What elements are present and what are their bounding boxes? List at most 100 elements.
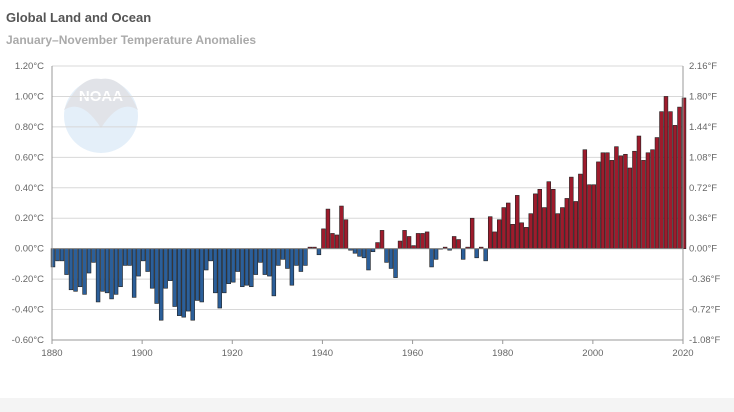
bar-2016 [663,96,669,249]
bar-1992 [555,213,561,249]
x-tick-label: 1980 [492,348,513,359]
chart-title: Global Land and Ocean [6,10,152,25]
bar-1892 [104,248,110,294]
bar-1907 [172,248,177,307]
y-tick-label: 0.80°C [15,122,44,133]
bar-1906 [167,248,173,281]
bar-1914 [204,248,209,271]
bar-1943 [334,234,340,249]
bar-2017 [668,111,673,249]
bar-1980 [501,207,506,249]
y2-tick-label: -1.08°F [689,335,720,346]
bar-2006 [618,155,624,249]
y-tick-label: 1.00°C [15,91,44,102]
y2-tick-label: 2.16°F [689,61,717,72]
bar-2015 [659,111,664,249]
bar-1961 [415,233,421,249]
bar-1963 [424,231,430,249]
bar-1917 [217,248,222,309]
bar-1885 [73,248,78,292]
bar-1990 [546,181,551,249]
bar-1989 [542,207,547,249]
bar-1994 [564,198,570,249]
x-tick-label: 1900 [132,348,153,359]
bar-1934 [294,248,299,266]
chart-subtitle: January–November Temperature Anomalies [6,33,257,47]
bar-1947 [352,248,358,254]
bar-1981 [506,202,511,249]
x-tick-label: 1920 [222,348,243,359]
bar-1898 [131,248,137,298]
y-tick-label: 0.40°C [15,183,44,194]
bar-1991 [551,189,556,249]
bar-2004 [609,160,615,249]
bar-1979 [497,219,502,249]
footer-band [0,398,734,412]
bar-1970 [456,239,461,249]
bar-1883 [64,248,69,275]
bar-1887 [82,248,87,295]
bar-1993 [560,207,565,249]
y2-tick-label: 0.36°F [689,213,717,224]
bar-1954 [384,248,389,263]
bar-1919 [226,248,231,284]
bar-1977 [487,216,493,249]
bar-1950 [366,248,371,271]
y2-tick-label: 1.08°F [689,152,717,163]
x-tick-label: 1940 [312,348,333,359]
bar-1995 [569,176,574,249]
bar-1936 [303,248,308,266]
bar-1974 [474,248,479,259]
bar-1884 [68,248,74,291]
bar-1929 [271,248,277,297]
bar-2020 [681,97,687,249]
y-tick-label: 0.20°C [15,213,44,224]
y-tick-label: 0.00°C [15,244,44,255]
bar-1978 [492,231,497,249]
y2-tick-label: 1.44°F [689,122,717,133]
y-tick-label: 1.20°C [15,61,44,72]
bar-1965 [433,248,439,260]
bar-1997 [578,173,583,249]
bar-1983 [515,195,520,249]
bar-1881 [55,248,60,262]
bar-1910 [186,248,191,312]
bar-1908 [176,248,182,316]
x-tick-label: 1960 [402,348,423,359]
x-tick-label: 1880 [41,348,62,359]
bar-2008 [627,167,633,249]
bar-2003 [605,152,610,249]
bar-1935 [298,248,304,272]
bar-1930 [276,248,281,266]
y2-tick-label: -0.36°F [689,274,720,285]
bar-1889 [91,248,96,263]
noaa-logo: NOAA [64,78,138,153]
bar-1925 [253,248,259,275]
bar-1956 [393,248,398,278]
bar-1957 [397,240,403,249]
bar-2009 [632,150,637,249]
y2-tick-label: -0.72°F [689,305,720,316]
bar-1955 [388,248,394,269]
bar-1893 [109,248,114,300]
bar-1924 [249,248,254,288]
y-tick-label: -0.60°C [12,335,44,346]
bar-1982 [510,224,515,249]
bar-1984 [519,222,524,249]
bar-1882 [59,248,65,262]
bar-2013 [650,149,655,249]
bar-1896 [122,248,128,266]
bar-2019 [677,106,682,249]
bar-1996 [573,201,579,249]
bar-2014 [654,137,660,249]
y-tick-label: 0.60°C [15,152,44,163]
bar-1894 [113,248,119,295]
y-tick-label: -0.40°C [12,305,44,316]
bar-1903 [154,248,159,304]
bar-1953 [379,230,385,249]
bar-1921 [235,248,240,272]
bar-1942 [330,233,335,249]
bar-1945 [343,219,349,249]
bar-1902 [149,248,155,289]
bar-1922 [240,248,245,288]
